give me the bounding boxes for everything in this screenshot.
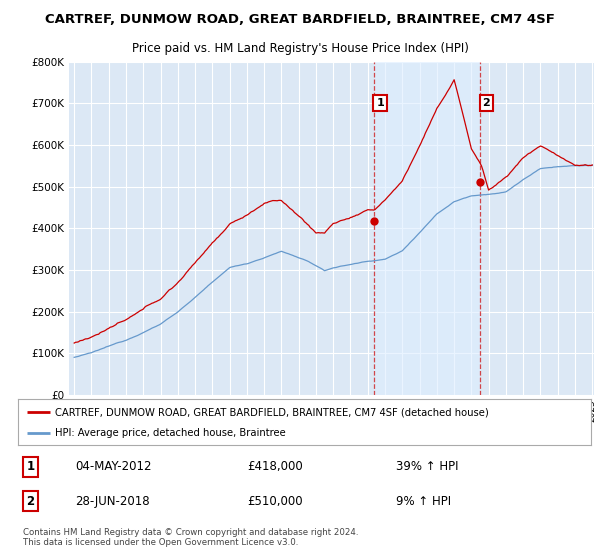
Text: CARTREF, DUNMOW ROAD, GREAT BARDFIELD, BRAINTREE, CM7 4SF (detached house): CARTREF, DUNMOW ROAD, GREAT BARDFIELD, B… [55, 407, 489, 417]
Text: 9% ↑ HPI: 9% ↑ HPI [396, 494, 451, 508]
Text: Price paid vs. HM Land Registry's House Price Index (HPI): Price paid vs. HM Land Registry's House … [131, 43, 469, 55]
Text: £418,000: £418,000 [247, 460, 303, 473]
Text: 04-MAY-2012: 04-MAY-2012 [76, 460, 152, 473]
Bar [374, 62, 480, 395]
Text: Contains HM Land Registry data © Crown copyright and database right 2024.
This d: Contains HM Land Registry data © Crown c… [23, 528, 358, 547]
Text: 1: 1 [376, 98, 384, 108]
Text: HPI: Average price, detached house, Braintree: HPI: Average price, detached house, Brai… [55, 428, 286, 438]
Text: 28-JUN-2018: 28-JUN-2018 [76, 494, 150, 508]
Text: £510,000: £510,000 [247, 494, 303, 508]
Text: 39% ↑ HPI: 39% ↑ HPI [396, 460, 458, 473]
Text: 1: 1 [26, 460, 35, 473]
Text: 2: 2 [26, 494, 35, 508]
Text: 2: 2 [482, 98, 490, 108]
Text: CARTREF, DUNMOW ROAD, GREAT BARDFIELD, BRAINTREE, CM7 4SF: CARTREF, DUNMOW ROAD, GREAT BARDFIELD, B… [45, 13, 555, 26]
